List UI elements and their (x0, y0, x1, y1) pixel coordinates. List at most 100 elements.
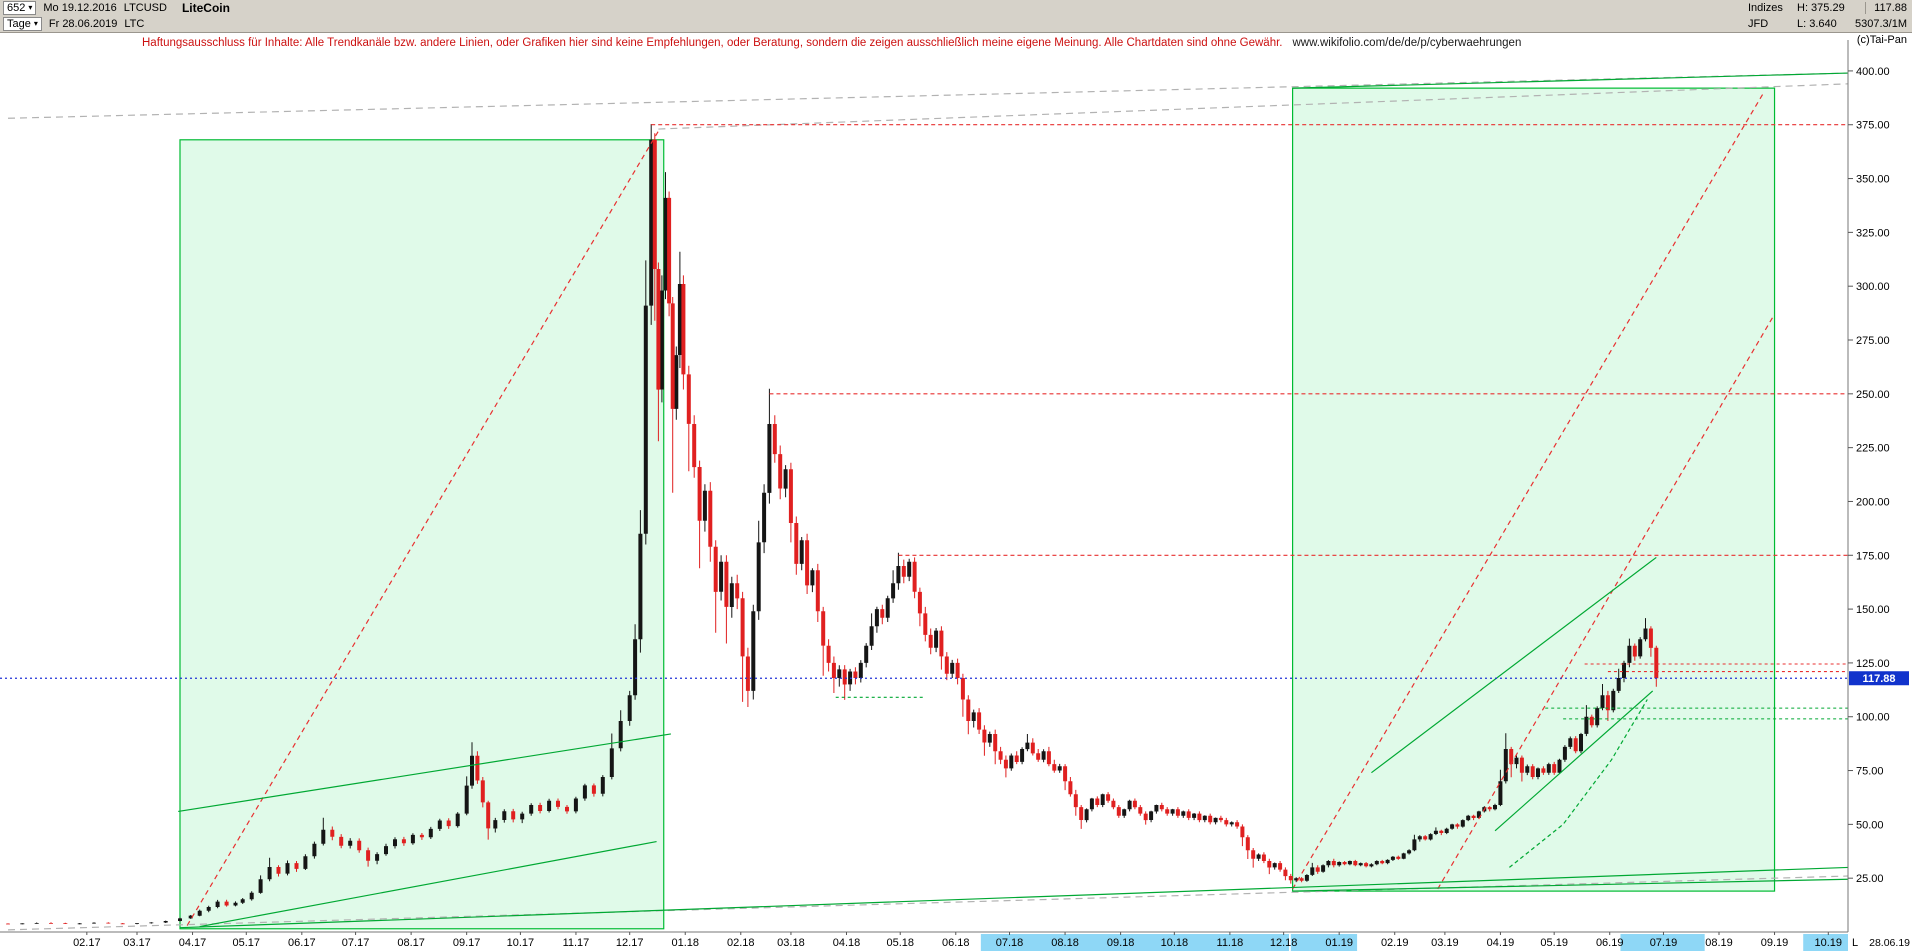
x-month-label: 08.17 (397, 937, 425, 949)
analysis-box (1291, 87, 1776, 892)
y-tick-label: 300.00 (1856, 281, 1890, 293)
disclaimer-body: Haftungsausschluss für Inhalte: Alle Tre… (142, 37, 1283, 49)
x-month-label: 03.18 (777, 937, 805, 949)
x-month-label: 05.18 (886, 937, 914, 949)
x-month-label: 10.19 (1815, 937, 1843, 949)
y-tick-label: 150.00 (1856, 604, 1890, 616)
candles-up-bodies (20, 139, 1648, 925)
curved-support-line (1509, 699, 1648, 868)
axis-highlight-band (980, 934, 1290, 951)
header-row-1: 652 ▾ Mo 19.12.2016 LTCUSD LiteCoin (3, 0, 230, 16)
end-date-label: Fr 28.06.2019 (48, 18, 118, 30)
trendline (186, 130, 659, 926)
y-tick-label: 50.00 (1856, 819, 1884, 831)
trendline (1292, 878, 1849, 892)
trendline (179, 866, 1849, 929)
y-tick-label: 275.00 (1856, 335, 1890, 347)
x-month-label: 03.19 (1431, 937, 1459, 949)
x-month-label: 03.17 (123, 937, 151, 949)
x-month-label: 08.18 (1051, 937, 1079, 949)
instrument-name: LiteCoin (181, 1, 230, 15)
x-month-label: 02.17 (73, 937, 101, 949)
axis-highlight-band (1620, 934, 1705, 951)
current-price-tag-label: 117.88 (1862, 673, 1895, 685)
x-month-label: 04.19 (1487, 937, 1515, 949)
indices-label: Indizes (1748, 2, 1783, 14)
candles-down-bodies (6, 139, 1659, 925)
y-tick-label: 175.00 (1856, 550, 1890, 562)
y-tick-label: 250.00 (1856, 389, 1890, 401)
x-month-label: 11.18 (1217, 937, 1244, 949)
ticker-label: LTC (124, 18, 145, 30)
y-tick-label: 200.00 (1856, 496, 1890, 508)
chart-plot-area[interactable] (0, 32, 1848, 932)
x-month-label: 09.18 (1107, 937, 1135, 949)
disclaimer-url: www.wikifolio.com/de/de/p/cyberwaehrunge… (1292, 37, 1522, 49)
x-month-label: 02.19 (1381, 937, 1409, 949)
trendline (1371, 556, 1657, 774)
y-tick-label: 125.00 (1856, 658, 1890, 670)
y-tick-label: 400.00 (1856, 66, 1890, 78)
y-tick-label: 75.00 (1856, 766, 1884, 778)
x-month-label: 08.19 (1705, 937, 1733, 949)
y-tick-label: 25.00 (1856, 873, 1884, 885)
symbol-label: LTCUSD (123, 2, 167, 14)
x-month-label: 04.17 (179, 937, 207, 949)
x-month-label: 06.17 (288, 937, 316, 949)
bar-count-dropdown[interactable]: 652 ▾ (3, 1, 37, 15)
chevron-down-icon: ▾ (33, 19, 38, 28)
last-bar-marker: L (1852, 937, 1858, 949)
trendline (7, 875, 1849, 931)
x-month-label: 12.18 (1270, 937, 1298, 949)
trendline (1292, 92, 1765, 890)
x-month-label: 05.17 (233, 937, 261, 949)
last-price-value: 117.88 (1865, 2, 1907, 14)
candles-down-wicks (7, 133, 1657, 925)
header-bar: 652 ▾ Mo 19.12.2016 LTCUSD LiteCoin Tage… (0, 0, 1912, 33)
x-month-label: 06.18 (942, 937, 970, 949)
y-tick-label: 225.00 (1856, 443, 1890, 455)
x-month-label: 01.18 (671, 937, 699, 949)
bar-count-value: 652 (7, 2, 26, 14)
trendline (1437, 313, 1776, 890)
last-date-label: 28.06.19 (1869, 937, 1910, 949)
y-tick-label: 375.00 (1856, 120, 1890, 132)
x-month-label: 09.19 (1761, 937, 1789, 949)
trendline (1494, 690, 1654, 832)
quote-volume-value: 5307.3/1M (1855, 18, 1907, 30)
y-tick-label: 100.00 (1856, 712, 1890, 724)
candles-up-wicks (21, 124, 1646, 925)
x-month-label: 11.17 (563, 937, 590, 949)
x-month-label: 09.17 (453, 937, 481, 949)
high-value: H: 375.29 (1797, 2, 1845, 14)
chevron-down-icon: ▾ (28, 3, 33, 12)
x-month-label: 10.18 (1161, 937, 1189, 949)
axis-highlight-band (1803, 934, 1848, 951)
x-month-label: 12.17 (616, 937, 644, 949)
trendline (199, 840, 657, 928)
x-month-label: 07.17 (342, 937, 370, 949)
analysis-box (179, 139, 665, 930)
x-month-label: 06.19 (1596, 937, 1624, 949)
trendline (178, 733, 671, 813)
x-month-label: 07.18 (996, 937, 1024, 949)
x-month-label: 10.17 (507, 937, 535, 949)
period-value: Tage (7, 18, 31, 30)
feed-label: JFD (1748, 18, 1769, 30)
x-month-label: 05.19 (1540, 937, 1568, 949)
y-tick-label: 350.00 (1856, 174, 1890, 186)
disclaimer-text: Haftungsausschluss für Inhalte: Alle Tre… (142, 37, 1521, 49)
x-month-label: 02.18 (727, 937, 755, 949)
copyright-label: (c)Tai-Pan (1856, 34, 1907, 46)
axis-highlight-band (1290, 934, 1358, 951)
header-row-2: Tage ▾ Fr 28.06.2019 LTC (3, 16, 144, 32)
x-month-label: 01.19 (1325, 937, 1353, 949)
x-month-label: 07.19 (1650, 937, 1678, 949)
x-month-label: 04.18 (833, 937, 861, 949)
y-tick-label: 325.00 (1856, 227, 1890, 239)
trendline (7, 72, 1849, 119)
period-dropdown[interactable]: Tage ▾ (3, 17, 42, 31)
current-price-tag (1849, 671, 1909, 686)
